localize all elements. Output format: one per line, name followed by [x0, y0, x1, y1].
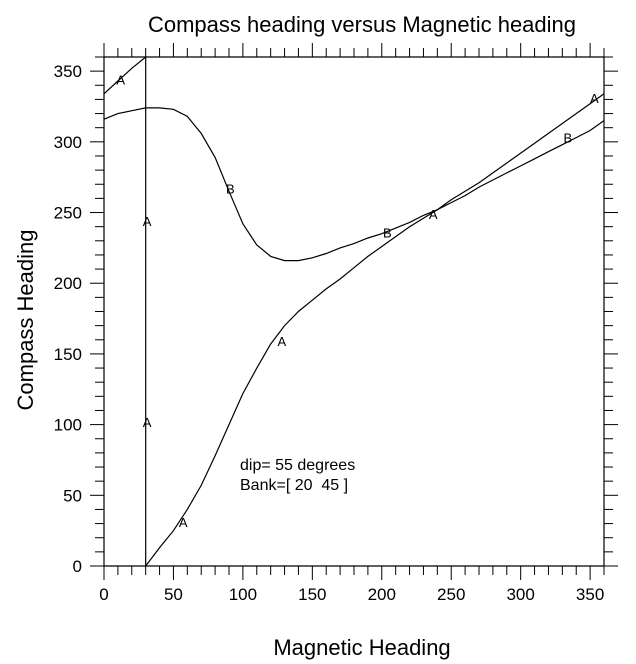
series-a-marker: A: [277, 334, 286, 349]
x-axis-label: Magnetic Heading: [273, 635, 450, 660]
series-a-marker: A: [179, 515, 188, 530]
x-tick-label: 300: [506, 585, 534, 604]
annotation-line: Bank=[ 20 45 ]: [240, 477, 348, 494]
y-axis-label: Compass Heading: [13, 230, 38, 411]
y-tick-label: 50: [63, 486, 82, 505]
series-b-marker: B: [226, 181, 235, 196]
series-a-line: [103, 55, 605, 568]
series-a-marker: A: [116, 73, 125, 88]
x-tick-label: 250: [437, 585, 465, 604]
y-tick-label: 250: [54, 204, 82, 223]
chart-title: Compass heading versus Magnetic heading: [148, 12, 576, 37]
series-b-line: [103, 107, 605, 262]
series-b-marker: B: [564, 131, 573, 146]
series-a-marker: A: [590, 91, 599, 106]
series-a-marker: A: [429, 207, 438, 222]
annotation-line: dip= 55 degrees: [240, 457, 355, 474]
y-tick-label: 200: [54, 274, 82, 293]
y-tick-label: 300: [54, 133, 82, 152]
series-b-marker: B: [383, 225, 392, 240]
x-tick-label: 50: [164, 585, 183, 604]
x-tick-label: 350: [576, 585, 604, 604]
y-tick-label: 100: [54, 416, 82, 435]
x-tick-label: 100: [229, 585, 257, 604]
y-tick-label: 0: [73, 557, 82, 576]
x-tick-label: 0: [99, 585, 108, 604]
x-tick-label: 200: [368, 585, 396, 604]
series-a-marker: A: [143, 214, 152, 229]
series-a-marker: A: [143, 415, 152, 430]
x-tick-label: 150: [298, 585, 326, 604]
y-tick-label: 350: [54, 62, 82, 81]
y-tick-label: 150: [54, 345, 82, 364]
